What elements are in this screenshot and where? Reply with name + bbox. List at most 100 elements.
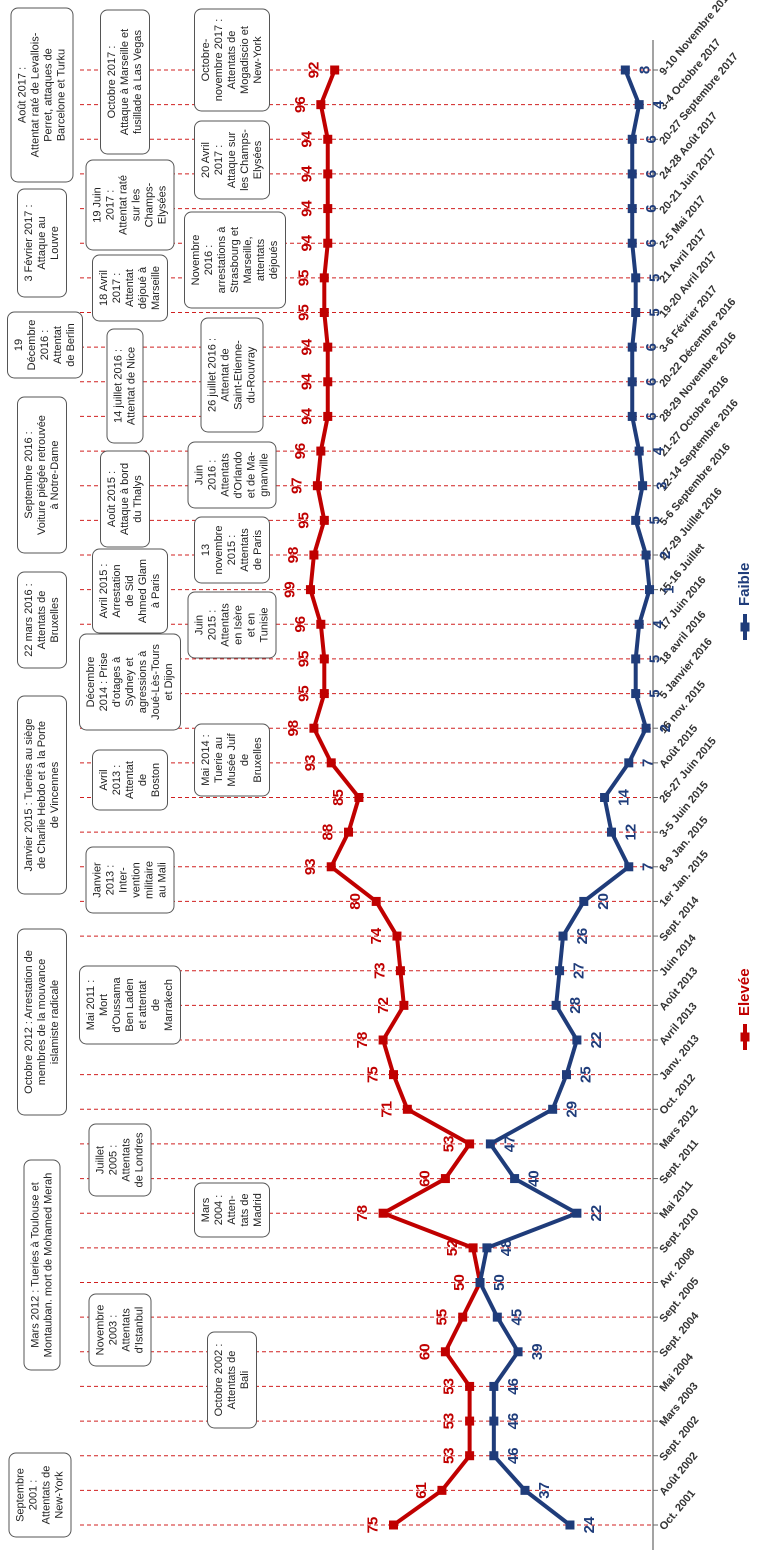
data-label: 94 [299, 338, 316, 355]
data-label: 8 [636, 66, 653, 74]
data-label: 22 [588, 1032, 605, 1049]
point [513, 1347, 523, 1357]
annotation: Octobre 2012 : Arrestation de membres de … [23, 950, 61, 1094]
data-label: 25 [577, 1066, 594, 1083]
annotation-line: Attaque à Marseille et [119, 29, 131, 135]
annotation-box [100, 9, 150, 155]
point [468, 1243, 478, 1253]
annotation-line: Septembre 2016 : [23, 431, 35, 518]
annotation-line: 18 Avril [98, 270, 110, 306]
annotation-line: Attentats de [40, 1466, 52, 1525]
annotation-line: déjoués [268, 240, 280, 279]
annotation: Mars 2012 : Tueries à Toulouse et Montaub… [29, 1173, 54, 1358]
data-label: 93 [302, 755, 319, 772]
point [475, 1278, 485, 1287]
data-label: 22 [588, 1205, 605, 1222]
data-label: 98 [285, 720, 302, 737]
data-label: 94 [299, 130, 316, 147]
point [631, 308, 641, 317]
data-label: 95 [295, 512, 312, 529]
annotation-box [85, 846, 175, 914]
annotation-line: Bruxelles [49, 597, 61, 643]
annotation-line: Madrid [252, 1193, 264, 1227]
annotation-line: Avril [98, 769, 110, 790]
point [323, 238, 333, 248]
point [354, 793, 364, 802]
data-label: 4 [650, 446, 667, 455]
annotation-line: Mars [200, 1197, 212, 1222]
annotation-box [194, 516, 270, 584]
data-label: 52 [444, 1240, 461, 1257]
annotation-line: Inter- [117, 867, 129, 893]
data-label: 6 [643, 343, 660, 351]
point [631, 689, 641, 699]
x-tick-label: 5 Janvier 2016 [657, 636, 715, 701]
annotation-line: Voiture piégée retrouvée [36, 415, 48, 535]
annotation-line: Tunisie [258, 607, 270, 642]
point [330, 65, 340, 75]
annotation-line: Boston [150, 763, 162, 797]
annotation-line: 2015 : [206, 610, 218, 641]
data-label: 28 [567, 997, 584, 1014]
data-label: 5 [647, 516, 664, 524]
data-label: 6 [643, 170, 660, 178]
annotation-line: Juillet [94, 1146, 106, 1174]
data-label: 5 [647, 689, 664, 697]
annotation-line: 2003 : [107, 1315, 119, 1346]
annotation-box [106, 328, 144, 444]
annotation-box [79, 965, 181, 1045]
annotation-box [187, 591, 277, 659]
data-label: 96 [292, 616, 309, 633]
annotation-line: d'Istanbul [133, 1307, 145, 1354]
annotation-line: déjoué à [137, 266, 149, 309]
annotation: 13 novembre 2015 : Attentats de Paris [200, 526, 264, 575]
point [624, 758, 634, 768]
annotation: Avril 2015 : Arrestation de Sid Ahmed Glam à… [98, 559, 162, 623]
data-label: 75 [364, 1517, 381, 1534]
annotation-line: Arrestation [111, 564, 123, 617]
data-label: 53 [441, 1413, 458, 1430]
annotation-line: Novembre [94, 1305, 106, 1356]
annotation-line: Septembre [14, 1468, 26, 1522]
point [627, 377, 637, 387]
annotation-line: novembre 2017 : [213, 19, 225, 102]
point [465, 1416, 475, 1426]
annotation: Octobre-novembre 2017 : Attentats de Mogad… [200, 19, 264, 102]
data-label: 7 [640, 759, 657, 767]
annotation-line: à Notre-Dame [49, 440, 61, 509]
annotation: 3 Février 2017 : Attaque au Louvre [23, 204, 61, 281]
data-label: 78 [354, 1205, 371, 1222]
point [316, 100, 326, 110]
point [631, 273, 641, 283]
annotation: Octobre 2002 : Attentats de Bali [213, 1344, 251, 1417]
annotation-line: Attaque au [36, 216, 48, 269]
point [489, 1451, 499, 1461]
annotation-line: islamiste radicale [49, 980, 61, 1064]
annotation-line: Elysées [252, 140, 264, 179]
data-label: 50 [451, 1274, 468, 1291]
annotation-line: Avril 2015 : [98, 564, 110, 619]
annotation-line: Attentats de [226, 1351, 238, 1410]
annotation: Septembre 2016 : Voiture piégée retrouvée… [23, 415, 61, 535]
annotation-line: Juin [193, 465, 205, 485]
point [624, 862, 634, 872]
annotation-line: de [239, 754, 251, 766]
annotation-line: 26 juillet 2016 : [206, 338, 218, 412]
annotation-line: Perret, attaques de [42, 48, 54, 142]
annotation-box [17, 188, 67, 298]
annotation: 19 Décembre 2016 : Attentat de Berlin [13, 320, 77, 371]
annotation-line: 22 mars 2016 : [23, 583, 35, 656]
data-label: 2 [657, 551, 674, 559]
annotation-line: de Charlie Hebdo et à la Porte [36, 721, 48, 869]
data-label: 4 [650, 619, 667, 628]
annotation-box [17, 571, 67, 669]
annotation-line: 19 [13, 339, 25, 351]
annotation-line: Juin [193, 615, 205, 635]
annotation: Octobre 2017 : Attaque à Marseille et fusi… [106, 29, 144, 135]
annotation-line: arrestations à [216, 226, 228, 294]
point [579, 896, 589, 906]
annotation-line: Décembre [26, 320, 38, 371]
data-label: 94 [299, 373, 316, 390]
annotation-line: Ben Laden [124, 978, 136, 1031]
annotation-line: Montauban. mort de Mohamed Merah [42, 1173, 54, 1358]
